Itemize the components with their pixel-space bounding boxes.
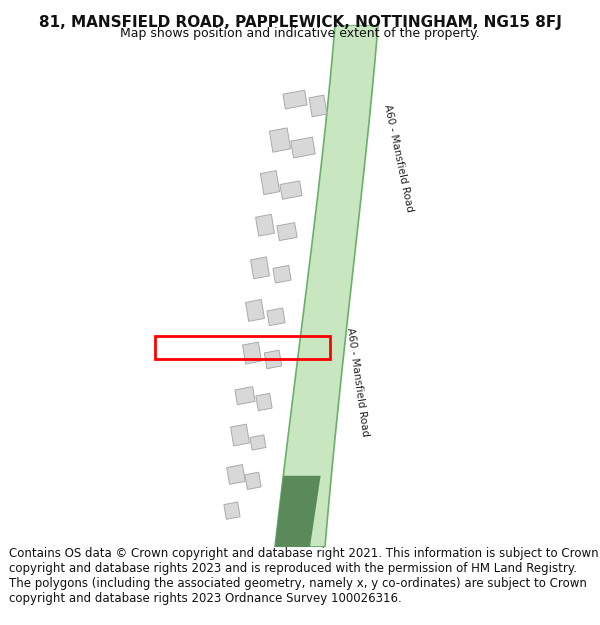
Text: Contains OS data © Crown copyright and database right 2021. This information is : Contains OS data © Crown copyright and d… [9,547,599,605]
Bar [291,137,315,158]
Bar [245,472,261,489]
Bar [280,181,302,199]
Bar [250,435,266,450]
Bar [242,342,262,364]
Bar [235,387,255,404]
Polygon shape [275,25,378,547]
Text: Map shows position and indicative extent of the property.: Map shows position and indicative extent… [120,27,480,40]
Bar [155,336,330,359]
Bar [260,171,280,194]
Bar [245,299,265,321]
Bar [227,464,245,484]
Bar [269,128,290,152]
Bar [230,424,250,446]
Text: 81, MANSFIELD ROAD, PAPPLEWICK, NOTTINGHAM, NG15 8FJ: 81, MANSFIELD ROAD, PAPPLEWICK, NOTTINGH… [38,15,562,30]
Bar [273,266,291,283]
Bar [256,393,272,411]
Text: A60 - Mansfield Road: A60 - Mansfield Road [382,103,415,213]
Bar [277,222,297,241]
Bar [224,502,240,519]
Bar [283,90,307,109]
Bar [256,214,274,236]
Bar [251,257,269,279]
Polygon shape [275,476,320,547]
Text: A60 - Mansfield Road: A60 - Mansfield Road [346,327,371,437]
Bar [309,95,327,117]
Bar [267,308,285,326]
Bar [265,350,281,369]
